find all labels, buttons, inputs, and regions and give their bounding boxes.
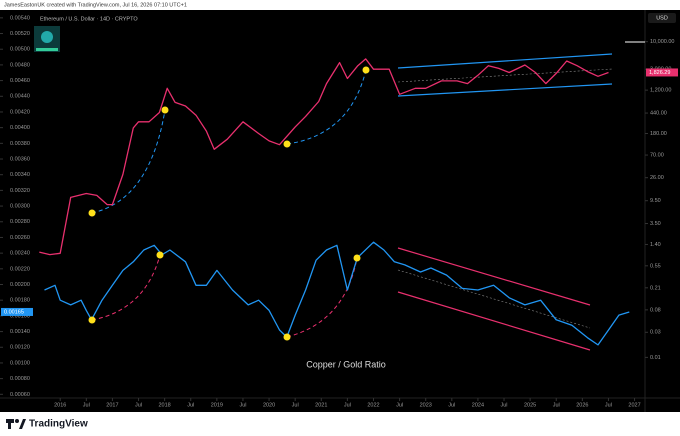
drawings <box>91 53 613 351</box>
x-tick-label: 2023 <box>420 402 432 408</box>
markers <box>88 66 370 341</box>
chart-title: Ethereum / U.S. Dollar · 14D · CRYPTO <box>40 16 138 22</box>
y-tick-label: 0.00160 <box>10 313 30 319</box>
x-tick-label: 2025 <box>524 402 536 408</box>
x-tick-label: 2020 <box>263 402 275 408</box>
x-tick-label: Jul <box>187 402 194 408</box>
x-tick-label: Jul <box>448 402 455 408</box>
y2-tick-label: 180.00 <box>650 131 667 137</box>
x-tick-label: Jul <box>292 402 299 408</box>
y-tick-label: 0.00420 <box>10 109 30 115</box>
x-tick-label: Jul <box>553 402 560 408</box>
y-tick-label: 0.00480 <box>10 62 30 68</box>
footer-bar <box>0 412 680 436</box>
x-tick-label: 2016 <box>54 402 66 408</box>
y-tick-label: 0.00220 <box>10 266 30 272</box>
currency: USD <box>656 15 668 21</box>
credit: JamesEastonUK created with TradingView.c… <box>4 2 187 8</box>
y-tick-label: 0.00260 <box>10 235 30 241</box>
currency-box <box>648 13 676 23</box>
y-tick-label: 0.00400 <box>10 125 30 131</box>
y-tick-label: 0.00300 <box>10 204 30 210</box>
y2-tick-label: 70.00 <box>650 153 664 159</box>
y-tick-label: 0.00120 <box>10 345 30 351</box>
x-tick-label: Jul <box>396 402 403 408</box>
series-line <box>44 241 630 346</box>
brand: TradingView <box>29 419 88 430</box>
x-tick-label: 2027 <box>628 402 640 408</box>
annotation: Copper / Gold Ratio <box>306 359 386 369</box>
x-tick-label: 2017 <box>106 402 118 408</box>
y-tick-label: 0.00360 <box>10 156 30 162</box>
x-tick-label: Jul <box>83 402 90 408</box>
plot-background <box>0 10 680 412</box>
x-tick-label: 2018 <box>159 402 171 408</box>
y-tick-label: 0.00200 <box>10 282 30 288</box>
y-tick-label: 0.00440 <box>10 94 30 100</box>
y-tick-label: 0.00280 <box>10 219 30 225</box>
last-value-label: 1,826.29 <box>649 70 670 76</box>
last-value-tag <box>1 307 33 316</box>
x-tick-label: 2026 <box>576 402 588 408</box>
x-tick-label: Jul <box>239 402 246 408</box>
y2-tick-label: 0.21 <box>650 285 661 291</box>
y-tick-label: 0.00540 <box>10 15 30 21</box>
x-tick-label: 2021 <box>315 402 327 408</box>
y-tick-label: 0.00080 <box>10 376 30 382</box>
y-tick-label: 0.00340 <box>10 172 30 178</box>
y2-tick-label: 9.50 <box>650 198 661 204</box>
x-tick-label: Jul <box>501 402 508 408</box>
x-tick-label: 2019 <box>211 402 223 408</box>
x-tick-label: Jul <box>135 402 142 408</box>
avatar <box>34 26 60 52</box>
y-tick-label: 0.00500 <box>10 47 30 53</box>
header-bar <box>0 0 680 10</box>
x-tick-label: Jul <box>344 402 351 408</box>
y2-tick-label: 1,200.00 <box>650 88 671 94</box>
brand-logo <box>6 419 26 429</box>
y2-tick-label: 0.08 <box>650 307 661 313</box>
x-tick-label: 2024 <box>472 402 484 408</box>
y2-tick-label: 0.03 <box>650 330 661 336</box>
y2-tick-label: 10,000.00 <box>650 39 674 45</box>
y2-tick-label: 0.55 <box>650 263 661 269</box>
y-tick-label: 0.00460 <box>10 78 30 84</box>
y2-tick-label: 3.50 <box>650 221 661 227</box>
series-line <box>39 58 609 256</box>
last-value-tag <box>646 68 678 77</box>
y-tick-label: 0.00100 <box>10 360 30 366</box>
last-value-label: 0.00165 <box>4 309 24 315</box>
y2-tick-label: 440.00 <box>650 111 667 117</box>
y-tick-label: 0.00320 <box>10 188 30 194</box>
y-tick-label: 0.00520 <box>10 31 30 37</box>
y-tick-label: 0.00240 <box>10 251 30 257</box>
y-tick-label: 0.00380 <box>10 141 30 147</box>
x-tick-label: 2022 <box>367 402 379 408</box>
x-tick-label: Jul <box>605 402 612 408</box>
y2-tick-label: 26.00 <box>650 175 664 181</box>
y2-tick-label: 1.40 <box>650 242 661 248</box>
y-tick-label: 0.00180 <box>10 298 30 304</box>
y-tick-label: 0.00140 <box>10 329 30 335</box>
y2-tick-label: 0.01 <box>650 355 661 361</box>
y-tick-label: 0.00060 <box>10 392 30 398</box>
